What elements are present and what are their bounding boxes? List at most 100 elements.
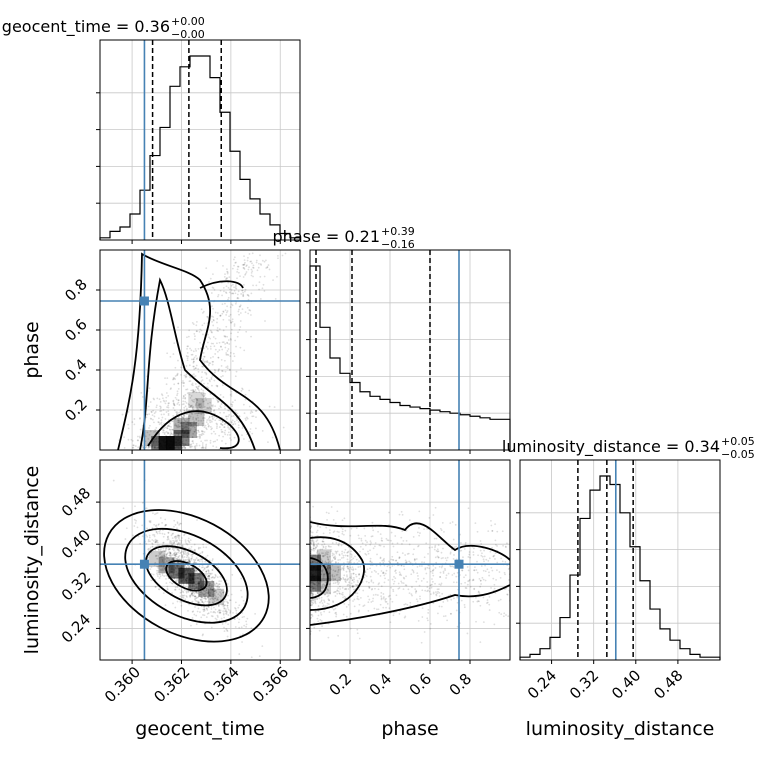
truth-marker: [139, 559, 149, 569]
sample-point: [187, 428, 190, 430]
sample-point: [463, 576, 465, 579]
sample-point: [244, 311, 247, 314]
sample-point: [322, 577, 325, 580]
sample-point: [243, 259, 246, 262]
sample-point: [183, 534, 185, 537]
sample-point: [183, 533, 186, 535]
sample-point: [312, 541, 315, 543]
sample-point: [468, 578, 471, 581]
sample-point: [194, 389, 197, 391]
sample-point: [162, 408, 165, 411]
sample-point: [173, 553, 175, 556]
sample-point: [242, 293, 245, 296]
sample-point: [364, 574, 367, 576]
sample-point: [166, 352, 169, 355]
sample-point: [122, 507, 125, 510]
sample-point: [416, 572, 419, 575]
sample-point: [195, 614, 198, 617]
panel-frame: [519, 459, 721, 661]
sample-point: [163, 555, 166, 558]
sample-point: [207, 387, 210, 389]
sample-point: [351, 584, 354, 587]
sample-point: [449, 593, 452, 596]
sample-point: [211, 427, 213, 430]
sample-point: [181, 544, 184, 547]
sample-point: [311, 549, 313, 551]
sample-point: [424, 589, 427, 592]
sample-point: [310, 601, 313, 604]
sample-point: [405, 561, 408, 564]
sample-point: [204, 592, 207, 595]
sample-point: [325, 551, 328, 553]
sample-point: [165, 582, 168, 585]
sample-point: [203, 355, 206, 358]
sample-point: [216, 423, 219, 426]
sample-point: [194, 446, 197, 449]
sample-point: [228, 291, 231, 294]
sample-point: [200, 446, 203, 449]
density-bin: [208, 588, 225, 605]
sample-point: [235, 612, 238, 615]
sample-point: [216, 614, 219, 617]
sample-point: [168, 559, 171, 562]
sample-point: [201, 444, 204, 446]
sample-point: [478, 600, 480, 603]
sample-point: [242, 295, 245, 298]
sample-point: [234, 339, 237, 342]
sample-point: [214, 617, 217, 620]
sample-point: [167, 414, 170, 417]
sample-point: [205, 447, 207, 449]
sample-point: [145, 413, 148, 416]
sample-point: [217, 599, 220, 601]
sample-point: [225, 285, 228, 288]
sample-point: [221, 370, 224, 373]
sample-point: [178, 588, 181, 591]
sample-point: [177, 549, 180, 551]
sample-point: [271, 436, 274, 439]
sample-point: [222, 591, 225, 594]
sample-point: [322, 537, 325, 540]
sample-point: [201, 560, 204, 563]
sample-point: [383, 581, 386, 584]
sample-point: [153, 533, 156, 536]
sample-point: [321, 559, 324, 562]
sample-point: [385, 597, 387, 600]
sample-point: [202, 610, 205, 613]
sample-point: [364, 552, 367, 555]
sample-point: [186, 543, 189, 546]
scatter-panel-geocent_time-vs-luminosity_distance: 0.240.320.400.48: [58, 459, 301, 664]
sample-point: [210, 432, 213, 435]
sample-point: [189, 415, 192, 418]
sample-point: [449, 552, 452, 555]
sample-point: [208, 336, 210, 339]
sample-point: [179, 366, 182, 369]
sample-point: [160, 406, 162, 409]
sample-point: [193, 592, 196, 595]
title-sup: +0.05: [721, 435, 755, 448]
sample-point: [222, 603, 224, 605]
sample-point: [268, 268, 271, 271]
sample-point: [193, 595, 196, 598]
sample-point: [417, 619, 420, 622]
sample-point: [178, 537, 180, 540]
sample-point: [191, 322, 194, 324]
sample-point: [331, 574, 334, 577]
sample-point: [388, 560, 390, 563]
sample-point: [210, 605, 213, 608]
sample-point: [169, 552, 171, 555]
sample-point: [369, 567, 371, 570]
sample-point: [432, 602, 435, 605]
sample-point: [262, 283, 265, 286]
sample-point: [220, 422, 222, 425]
sample-point: [190, 554, 193, 556]
sample-point: [155, 539, 158, 542]
sample-point: [362, 605, 365, 607]
sample-point: [347, 551, 349, 554]
sample-point: [189, 405, 192, 408]
sample-point: [166, 587, 169, 590]
sample-point: [380, 539, 383, 542]
sample-point: [187, 553, 190, 555]
sample-point: [488, 596, 491, 598]
sample-point: [224, 612, 227, 615]
y-tick-label: 0.6: [61, 315, 91, 345]
